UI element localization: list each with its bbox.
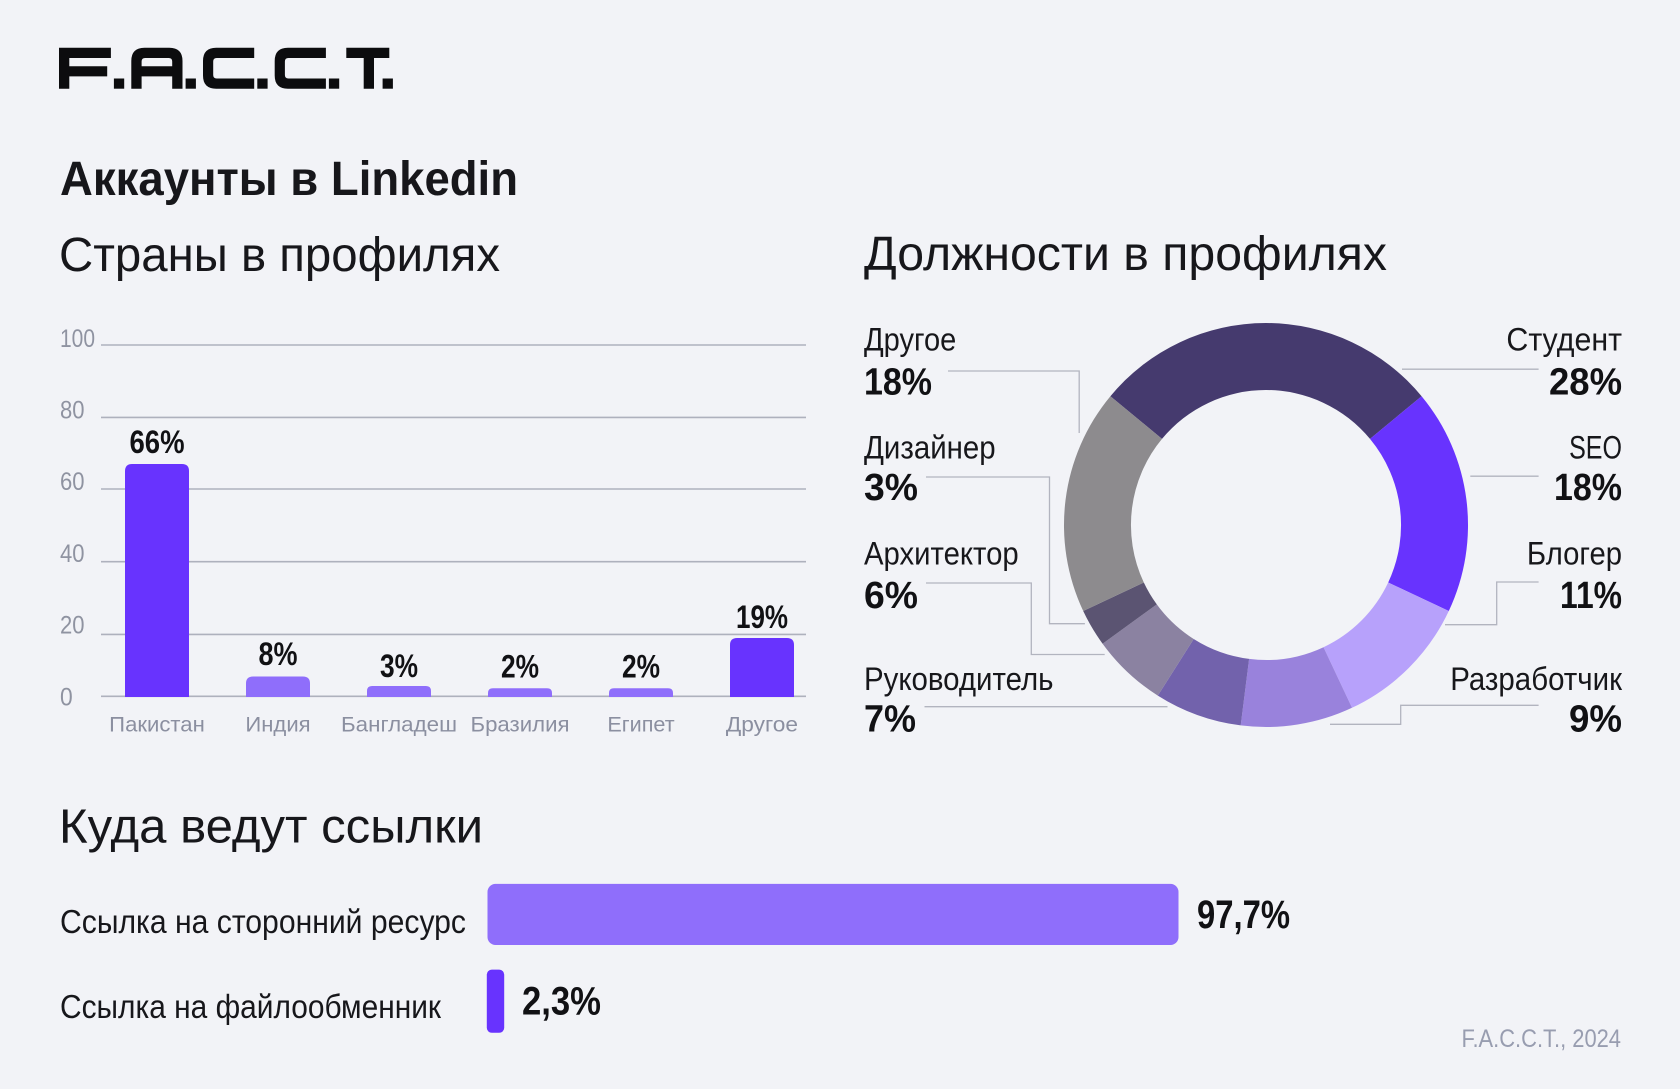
svg-text:Другое: Другое (864, 322, 956, 358)
svg-text:3%: 3% (864, 467, 918, 509)
svg-text:Должности в профилях: Должности в профилях (864, 228, 1387, 281)
svg-text:Пакистан: Пакистан (109, 714, 205, 737)
svg-text:Дизайнер: Дизайнер (864, 430, 996, 466)
svg-text:Бангладеш: Бангладеш (341, 714, 457, 737)
svg-text:18%: 18% (1554, 467, 1622, 509)
svg-text:28%: 28% (1549, 361, 1622, 403)
svg-text:2%: 2% (501, 649, 539, 685)
svg-text:80: 80 (60, 397, 85, 425)
svg-text:7%: 7% (864, 698, 916, 740)
svg-text:Бразилия: Бразилия (471, 714, 570, 737)
svg-text:Индия: Индия (245, 714, 310, 737)
svg-text:Египет: Египет (607, 714, 675, 737)
svg-text:Архитектор: Архитектор (864, 535, 1019, 571)
svg-text:97,7%: 97,7% (1197, 893, 1290, 937)
svg-text:11%: 11% (1560, 575, 1622, 617)
svg-text:60: 60 (60, 468, 85, 496)
svg-text:F.A.C.C.T., 2024: F.A.C.C.T., 2024 (1462, 1025, 1622, 1053)
svg-text:Страны в профилях: Страны в профилях (59, 229, 500, 282)
svg-text:Блогер: Блогер (1527, 535, 1622, 571)
svg-text:Студент: Студент (1506, 322, 1622, 358)
svg-text:Другое: Другое (726, 714, 798, 737)
svg-text:20: 20 (60, 612, 85, 640)
svg-text:SEO: SEO (1569, 430, 1622, 466)
svg-text:0: 0 (60, 683, 73, 711)
svg-text:6%: 6% (864, 575, 918, 617)
svg-text:2,3%: 2,3% (522, 979, 601, 1023)
svg-text:Куда ведут ссылки: Куда ведут ссылки (59, 801, 483, 854)
svg-text:Ссылка на файлообменник: Ссылка на файлообменник (60, 988, 442, 1025)
svg-text:Разработчик: Разработчик (1450, 661, 1623, 697)
svg-text:3%: 3% (380, 648, 418, 684)
svg-text:19%: 19% (736, 599, 788, 635)
svg-text:Руководитель: Руководитель (864, 661, 1054, 697)
svg-text:9%: 9% (1569, 698, 1622, 740)
svg-text:100: 100 (60, 325, 95, 353)
svg-text:18%: 18% (864, 361, 932, 403)
svg-text:8%: 8% (259, 636, 298, 672)
svg-text:Аккаунты в Linkedin: Аккаунты в Linkedin (60, 153, 518, 206)
svg-text:40: 40 (60, 540, 85, 568)
svg-text:Ссылка на сторонний ресурс: Ссылка на сторонний ресурс (60, 903, 466, 940)
svg-text:2%: 2% (622, 649, 660, 685)
svg-text:66%: 66% (130, 424, 185, 460)
